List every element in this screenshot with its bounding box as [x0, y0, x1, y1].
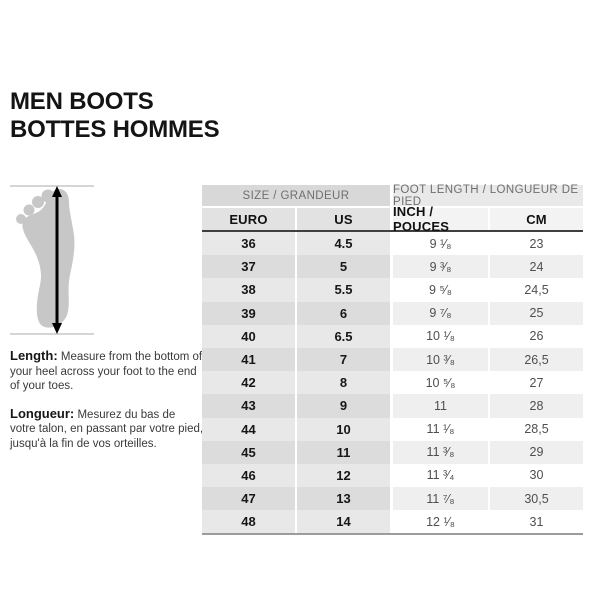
inch-length-cell: 11 ¹⁄₈ — [390, 417, 488, 441]
foot-length-group-header: FOOT LENGTH / LONGUEUR DE PIED — [393, 184, 583, 208]
size-table: SIZE / GRANDEUR FOOT LENGTH / LONGUEUR D… — [202, 184, 583, 536]
cm-length-cell: 24,5 — [488, 278, 583, 302]
group-header-row: SIZE / GRANDEUR FOOT LENGTH / LONGUEUR D… — [202, 184, 583, 208]
cm-length-cell: 27 — [488, 371, 583, 395]
cm-length-cell: 25 — [488, 301, 583, 325]
us-size-cell: 12 — [295, 463, 390, 488]
table-row: 37 5 9 ³⁄₈ 24 — [202, 255, 583, 279]
longueur-instruction: Longueur: Mesurez du bas de votre talon,… — [10, 405, 204, 452]
us-size-cell: 13 — [295, 487, 390, 511]
table-row: 48 14 12 ¹⁄₈ 31 — [202, 510, 583, 534]
size-group-header: SIZE / GRANDEUR — [202, 185, 390, 206]
euro-size-cell: 40 — [202, 324, 295, 348]
table-row: 40 6.5 10 ¹⁄₈ 26 — [202, 324, 583, 348]
col-header-inch: INCH / POUCES — [390, 204, 488, 234]
longueur-label: Longueur: — [10, 405, 75, 421]
table-row: 46 12 11 ³⁄₄ 30 — [202, 463, 583, 488]
euro-size-cell: 46 — [202, 463, 295, 488]
us-size-cell: 11 — [295, 440, 390, 464]
cm-length-cell: 26 — [488, 324, 583, 348]
us-size-cell: 5 — [295, 255, 390, 279]
cm-length-cell: 30,5 — [488, 487, 583, 511]
table-row: 47 13 11 ⁷⁄₈ 30,5 — [202, 487, 583, 511]
cm-length-cell: 23 — [488, 232, 583, 256]
foot-shape — [16, 189, 75, 328]
euro-size-cell: 47 — [202, 487, 295, 511]
title-line-fr: BOTTES HOMMES — [10, 116, 220, 143]
us-size-cell: 9 — [295, 394, 390, 418]
inch-length-cell: 11 ³⁄₄ — [390, 463, 488, 488]
inch-length-cell: 10 ³⁄₈ — [390, 347, 488, 372]
cm-length-cell: 24 — [488, 255, 583, 279]
length-label: Length: — [10, 348, 58, 363]
cm-length-cell: 28,5 — [488, 417, 583, 441]
table-row: 44 10 11 ¹⁄₈ 28,5 — [202, 417, 583, 441]
euro-size-cell: 38 — [202, 278, 295, 302]
cm-length-cell: 28 — [488, 394, 583, 418]
euro-size-cell: 44 — [202, 417, 295, 441]
us-size-cell: 6.5 — [295, 324, 390, 348]
inch-length-cell: 9 ⁷⁄₈ — [390, 301, 488, 325]
cm-length-cell: 30 — [488, 463, 583, 488]
us-size-cell: 6 — [295, 301, 390, 325]
title-line-en: MEN BOOTS — [10, 88, 154, 115]
inch-length-cell: 12 ¹⁄₈ — [390, 510, 488, 534]
inch-length-cell: 11 ⁷⁄₈ — [390, 487, 488, 511]
us-size-cell: 7 — [295, 347, 390, 372]
inch-length-cell: 11 — [390, 394, 488, 418]
inch-length-cell: 9 ³⁄₈ — [390, 255, 488, 279]
euro-size-cell: 42 — [202, 371, 295, 395]
us-size-cell: 10 — [295, 417, 390, 441]
table-row: 36 4.5 9 ¹⁄₈ 23 — [202, 232, 583, 256]
col-header-cm: CM — [488, 208, 583, 230]
us-size-cell: 5.5 — [295, 278, 390, 302]
column-header-row: EURO US INCH / POUCES CM — [202, 204, 583, 234]
inch-length-cell: 9 ⁵⁄₈ — [390, 278, 488, 302]
table-row: 41 7 10 ³⁄₈ 26,5 — [202, 347, 583, 372]
euro-size-cell: 41 — [202, 347, 295, 372]
measure-instructions: Length: Measure from the bottom of your … — [10, 348, 204, 464]
cm-length-cell: 26,5 — [488, 347, 583, 372]
table-row: 39 6 9 ⁷⁄₈ 25 — [202, 301, 583, 325]
foot-measurement-figure — [8, 181, 100, 339]
inch-length-cell: 11 ³⁄₈ — [390, 440, 488, 464]
cm-length-cell: 31 — [488, 510, 583, 534]
col-header-euro: EURO — [202, 208, 295, 230]
euro-size-cell: 36 — [202, 232, 295, 256]
col-header-us: US — [295, 208, 390, 230]
us-size-cell: 4.5 — [295, 232, 390, 256]
inch-length-cell: 9 ¹⁄₈ — [390, 232, 488, 256]
page-title: MEN BOOTS BOTTES HOMMES — [10, 88, 220, 144]
inch-length-cell: 10 ⁵⁄₈ — [390, 371, 488, 395]
table-row: 43 9 11 28 — [202, 394, 583, 418]
length-text: Measure from the bottom of your heel acr… — [10, 351, 203, 392]
cm-length-cell: 29 — [488, 440, 583, 464]
us-size-cell: 8 — [295, 371, 390, 395]
foot-silhouette-icon — [10, 185, 94, 335]
inch-length-cell: 10 ¹⁄₈ — [390, 324, 488, 348]
euro-size-cell: 39 — [202, 301, 295, 325]
euro-size-cell: 43 — [202, 394, 295, 418]
length-arrow-icon — [52, 186, 62, 334]
euro-size-cell: 37 — [202, 255, 295, 279]
size-table-body: 36 4.5 9 ¹⁄₈ 23 37 5 9 ³⁄₈ 24 38 5.5 9 ⁵⁄₈ 24,5 39 6 9… — [202, 232, 583, 536]
table-row: 38 5.5 9 ⁵⁄₈ 24,5 — [202, 278, 583, 302]
longueur-text: Mesurez du bas de votre talon, en passan… — [10, 408, 204, 450]
length-instruction: Length: Measure from the bottom of your … — [10, 348, 204, 394]
table-row: 45 11 11 ³⁄₈ 29 — [202, 440, 583, 464]
euro-size-cell: 45 — [202, 440, 295, 464]
us-size-cell: 14 — [295, 510, 390, 534]
table-row: 42 8 10 ⁵⁄₈ 27 — [202, 371, 583, 395]
euro-size-cell: 48 — [202, 510, 295, 534]
